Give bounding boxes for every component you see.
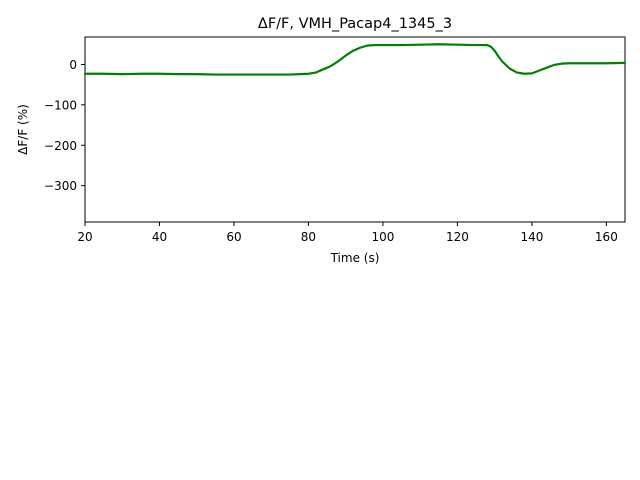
- series-line: [83, 43, 627, 76]
- x-axis: 20 40 60 80 100 120 140 160: [77, 222, 618, 244]
- plot-frame: [84, 36, 626, 223]
- x-tick-label: 20: [77, 230, 92, 244]
- plot-area: [83, 36, 627, 223]
- y-axis-label: ΔF/F (%): [16, 104, 30, 155]
- x-tick-label: 140: [520, 230, 543, 244]
- x-tick-label: 40: [152, 230, 167, 244]
- y-tick-label: −300: [44, 179, 77, 193]
- x-axis-label: Time (s): [330, 251, 380, 265]
- x-tick-label: 120: [446, 230, 469, 244]
- chart-title: ΔF/F, VMH_Pacap4_1345_3: [258, 16, 452, 32]
- y-tick-label: −100: [44, 98, 77, 112]
- y-tick-label: −200: [44, 139, 77, 153]
- x-tick-label: 160: [595, 230, 618, 244]
- y-axis: 0 −100 −200 −300: [44, 58, 85, 193]
- y-tick-label: 0: [69, 58, 77, 72]
- x-tick-label: 80: [301, 230, 316, 244]
- x-tick-label: 100: [371, 230, 394, 244]
- x-tick-label: 60: [226, 230, 241, 244]
